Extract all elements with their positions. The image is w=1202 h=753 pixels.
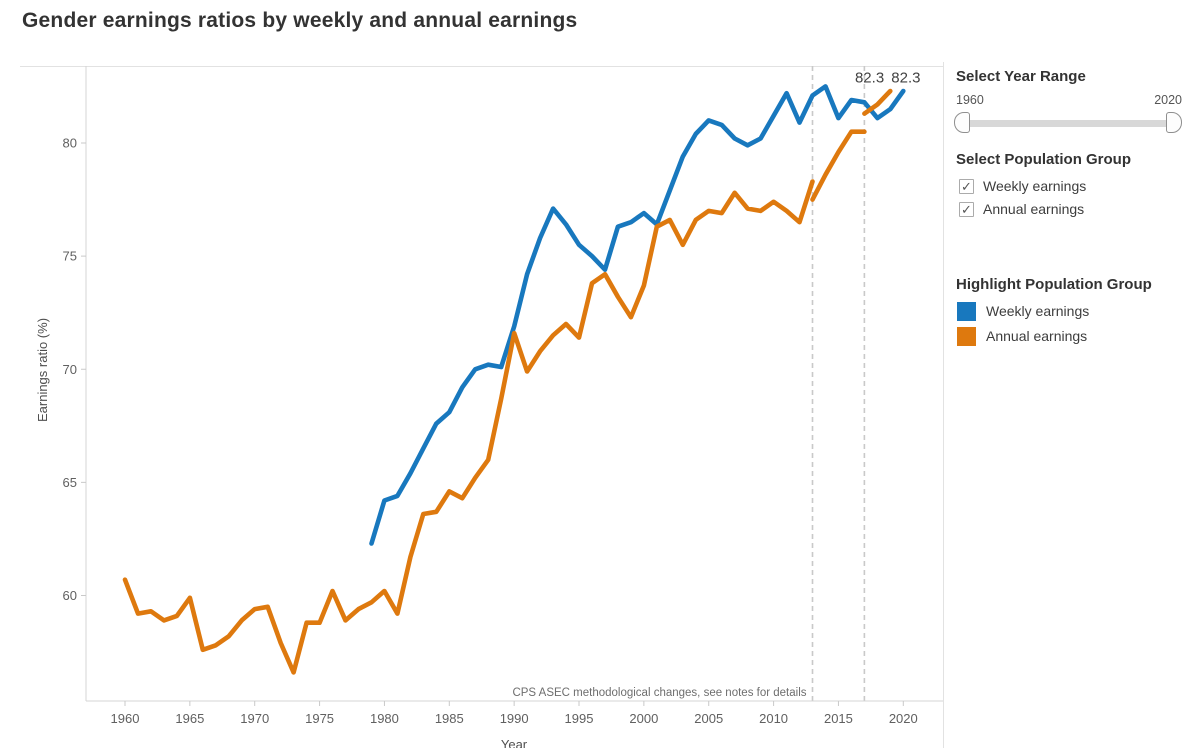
x-tick-label: 1990 xyxy=(500,711,529,726)
year-range-labels: 1960 2020 xyxy=(956,93,1182,107)
x-tick-label: 2015 xyxy=(824,711,853,726)
y-tick-label: 65 xyxy=(63,475,77,490)
checkbox-label: Annual earnings xyxy=(983,201,1085,217)
series-line-annual-earnings-segment-1[interactable] xyxy=(122,179,815,675)
highlight-group-heading: Highlight Population Group xyxy=(956,276,1152,293)
year-range-min: 1960 xyxy=(956,93,984,107)
x-axis-title: Year xyxy=(501,737,528,748)
checkbox-icon[interactable]: ✓ xyxy=(959,201,974,217)
x-tick-label: 2000 xyxy=(629,711,658,726)
checkbox-weekly-earnings[interactable]: ✓ Weekly earnings xyxy=(959,176,1086,196)
legend-item-weekly-earnings[interactable]: Weekly earnings xyxy=(957,301,1089,321)
x-tick-label: 2020 xyxy=(889,711,918,726)
page-title: Gender earnings ratios by weekly and ann… xyxy=(22,9,578,32)
legend-item-annual-earnings[interactable]: Annual earnings xyxy=(957,326,1087,346)
legend-swatch-weekly[interactable] xyxy=(957,301,976,321)
x-tick-label: 1995 xyxy=(565,711,594,726)
y-tick-label: 75 xyxy=(63,249,77,264)
slider-rail[interactable] xyxy=(960,120,1176,127)
x-tick-label: 1975 xyxy=(305,711,334,726)
legend-swatch-annual[interactable] xyxy=(957,326,976,346)
chart-card-top-border xyxy=(20,66,943,67)
population-group-heading: Select Population Group xyxy=(956,151,1132,168)
legend-label: Annual earnings xyxy=(986,328,1088,344)
x-tick-label: 2010 xyxy=(759,711,788,726)
year-range-slider[interactable] xyxy=(954,111,1182,135)
checkbox-icon[interactable]: ✓ xyxy=(959,178,974,194)
checkbox-annual-earnings[interactable]: ✓ Annual earnings xyxy=(959,199,1084,219)
annotation-weekly-earnings: 82.3 xyxy=(891,69,920,86)
series-line-weekly-earnings[interactable] xyxy=(369,84,906,546)
year-range-max: 2020 xyxy=(1154,93,1182,107)
annotation-annual-earnings: 82.3 xyxy=(855,69,884,86)
panel-separator xyxy=(943,62,944,748)
x-tick-label: 1965 xyxy=(175,711,204,726)
y-tick-label: 60 xyxy=(63,588,77,603)
series-line-annual-earnings-segment-3[interactable] xyxy=(862,88,893,116)
y-axis-title: Earnings ratio (%) xyxy=(35,318,50,422)
checkbox-label: Weekly earnings xyxy=(983,178,1087,194)
methodology-note: CPS ASEC methodological changes, see not… xyxy=(512,687,806,699)
x-tick-label: 2005 xyxy=(694,711,723,726)
year-range-heading: Select Year Range xyxy=(956,68,1086,85)
x-tick-label: 1970 xyxy=(240,711,269,726)
y-tick-label: 70 xyxy=(63,362,77,377)
x-tick-label: 1980 xyxy=(370,711,399,726)
slider-handle-max[interactable] xyxy=(1166,112,1182,133)
x-tick-label: 1985 xyxy=(435,711,464,726)
legend-label: Weekly earnings xyxy=(986,303,1090,319)
chart-area: 1960 1965 1970 1975 1980 1985 1990 1995 2000 2005… xyxy=(0,60,948,752)
y-tick-label: 80 xyxy=(63,136,77,151)
slider-handle-min[interactable] xyxy=(954,112,970,133)
x-tick-label: 1960 xyxy=(111,711,140,726)
series-line-annual-earnings-segment-2[interactable] xyxy=(810,129,867,202)
chart-svg: 1960 1965 1970 1975 1980 1985 1990 1995 2000 2005… xyxy=(35,66,943,752)
